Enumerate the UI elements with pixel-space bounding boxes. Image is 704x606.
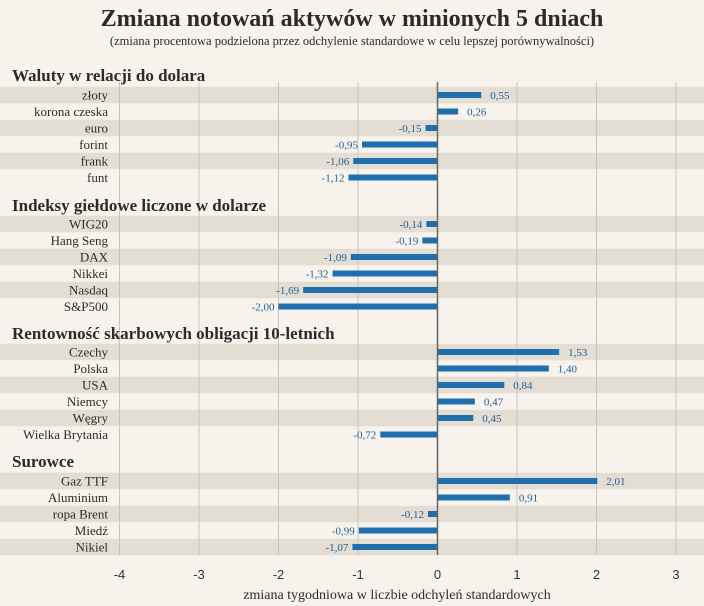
- x-tick-label: -4: [114, 567, 126, 582]
- category-label: Węgry: [73, 411, 109, 426]
- value-label: -0,72: [353, 430, 376, 442]
- value-label: 0,26: [467, 107, 487, 119]
- value-label: -1,06: [326, 156, 349, 168]
- bar: [437, 108, 459, 115]
- section-title: Surowce: [12, 452, 74, 471]
- value-label: 1,40: [558, 364, 578, 376]
- category-label: korona czeska: [34, 104, 108, 119]
- bar: [437, 478, 598, 484]
- bar: [361, 141, 438, 148]
- value-label: -1,69: [276, 285, 299, 297]
- bar: [437, 92, 482, 98]
- bar: [427, 511, 438, 517]
- value-label: 0,47: [484, 397, 504, 409]
- section-title: Indeksy giełdowe liczone w dolarze: [12, 196, 266, 215]
- value-label: 0,91: [519, 493, 538, 505]
- bar: [425, 125, 438, 131]
- category-label: USA: [82, 378, 109, 393]
- bar: [358, 527, 438, 534]
- category-label: Nikkei: [73, 266, 109, 281]
- x-tick-label: -3: [193, 567, 205, 582]
- row-stripe: [0, 119, 704, 137]
- value-label: 0,45: [482, 413, 502, 425]
- category-label: WIG20: [69, 217, 108, 232]
- section-title: Rentowność skarbowych obligacji 10-letni…: [12, 324, 335, 343]
- category-label: funt: [87, 170, 108, 185]
- value-label: 0,84: [513, 380, 533, 392]
- x-tick-label: 3: [672, 567, 679, 582]
- category-label: Aluminium: [48, 490, 108, 505]
- category-label: Nasdaq: [69, 283, 108, 298]
- category-label: Czechy: [69, 345, 108, 360]
- bar: [437, 365, 549, 372]
- x-tick-label: -1: [352, 567, 364, 582]
- bar: [303, 287, 438, 293]
- value-label: -1,12: [322, 173, 345, 185]
- row-stripe: [0, 505, 704, 523]
- category-label: Miedź: [75, 523, 108, 538]
- value-label: -0,19: [395, 236, 418, 248]
- row-stripe: [0, 472, 704, 490]
- bar: [437, 415, 474, 421]
- row-stripe: [0, 86, 704, 104]
- x-tick-label: 2: [593, 567, 600, 582]
- bar: [380, 431, 438, 438]
- value-label: -0,15: [399, 123, 422, 135]
- category-label: Nikiel: [76, 540, 109, 555]
- value-label: -0,95: [335, 140, 358, 152]
- x-axis-label: zmiana tygodniowa w liczbie odchyleń sta…: [243, 588, 551, 603]
- category-label: S&P500: [64, 299, 108, 314]
- bar: [278, 303, 438, 310]
- row-stripe: [0, 343, 704, 361]
- value-label: -1,09: [324, 252, 347, 264]
- row-stripe: [0, 215, 704, 233]
- chart-subtitle: (zmiana procentowa podzielona przez odch…: [109, 34, 595, 48]
- category-label: złoty: [82, 88, 108, 103]
- value-label: 1,53: [568, 347, 588, 359]
- bar: [422, 237, 438, 244]
- bar: [352, 544, 438, 550]
- row-stripe: [0, 376, 704, 394]
- value-label: 2,01: [606, 476, 625, 488]
- row-stripe: [0, 152, 704, 170]
- bar: [426, 221, 438, 227]
- row-stripe: [0, 409, 704, 427]
- bar: [437, 398, 475, 405]
- value-label: -0,12: [401, 509, 424, 521]
- category-label: Wielka Brytania: [23, 427, 108, 442]
- x-tick-label: 1: [513, 567, 520, 582]
- value-label: -2,00: [252, 302, 275, 314]
- category-label: ropa Brent: [53, 507, 109, 522]
- category-label: euro: [85, 121, 108, 136]
- value-label: -1,07: [326, 542, 349, 554]
- category-label: Niemcy: [67, 394, 109, 409]
- category-label: Gaz TTF: [61, 474, 108, 489]
- bar: [437, 349, 560, 355]
- category-label: DAX: [80, 250, 109, 265]
- bar: [437, 382, 505, 388]
- bar: [353, 158, 438, 164]
- value-label: -0,99: [332, 526, 355, 538]
- x-tick-label: 0: [434, 567, 441, 582]
- bar: [437, 494, 510, 501]
- value-label: -0,14: [399, 219, 422, 231]
- category-label: forint: [79, 137, 108, 152]
- value-label: -1,32: [306, 269, 329, 281]
- chart-title: Zmiana notowań aktywów w minionych 5 dni…: [100, 6, 604, 32]
- value-label: 0,55: [490, 90, 510, 102]
- section-title: Waluty w relacji do dolara: [12, 66, 206, 85]
- row-stripe: [0, 538, 704, 556]
- bar: [350, 254, 438, 260]
- bar: [332, 270, 438, 277]
- bar: [348, 174, 438, 181]
- category-label: frank: [81, 154, 109, 169]
- category-label: Polska: [73, 361, 108, 376]
- category-label: Hang Seng: [51, 233, 109, 248]
- x-tick-label: -2: [273, 567, 285, 582]
